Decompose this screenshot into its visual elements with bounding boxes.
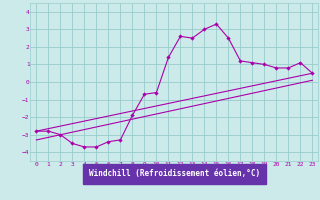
X-axis label: Windchill (Refroidissement éolien,°C): Windchill (Refroidissement éolien,°C) — [89, 169, 260, 178]
